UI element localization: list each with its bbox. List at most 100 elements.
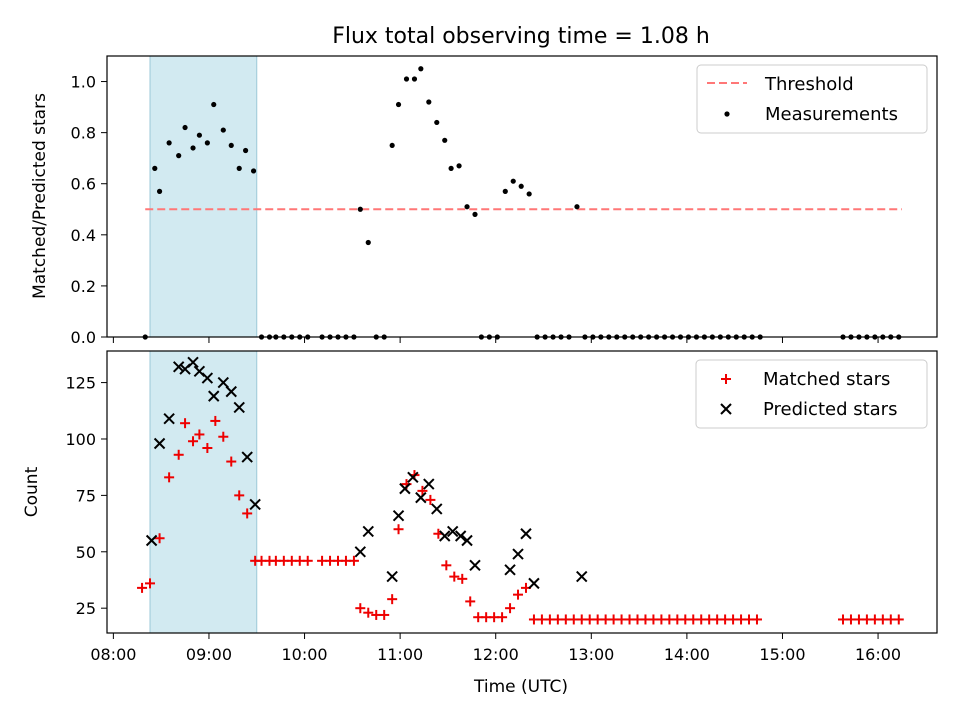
cross-marker-b xyxy=(504,564,516,576)
bottom-plot-frame xyxy=(106,350,938,634)
top-legend-box xyxy=(696,64,928,134)
cross-marker-b xyxy=(354,546,367,558)
predicted-star-point xyxy=(354,546,367,558)
cross-marker-b xyxy=(172,361,185,373)
matched-star-point xyxy=(355,603,366,614)
measurement-point xyxy=(434,119,440,126)
matched-star-point xyxy=(234,490,245,501)
measurement-point xyxy=(236,165,242,171)
cross-marker-b xyxy=(454,530,467,542)
measurement-point xyxy=(526,191,532,197)
cross-marker-b xyxy=(249,498,261,511)
measurement-point xyxy=(403,76,410,82)
bottom-y-tick-label: 100 xyxy=(65,430,96,449)
matched-star-point xyxy=(893,614,904,625)
bottom-x-axis: 08:00 09:00 10:00 11:00 12:00 13:00 14:00 15:00… xyxy=(90,633,901,664)
measurement-point xyxy=(152,165,158,171)
cross-marker-b xyxy=(512,548,524,560)
predicted-star-point xyxy=(153,437,166,450)
bottom-x-tick-label: 12:00 xyxy=(473,645,519,664)
top-plot-frame xyxy=(106,55,938,338)
predicted-star-point xyxy=(512,548,524,560)
cross-marker-b xyxy=(362,525,374,538)
matched-star-point xyxy=(449,571,460,582)
legend-predicted-label: Predicted stars xyxy=(763,399,897,420)
cross-marker-b xyxy=(386,570,398,583)
measurement-point xyxy=(250,168,257,174)
measurement-point xyxy=(510,178,516,184)
cross-marker-b xyxy=(153,437,166,450)
predicted-star-point xyxy=(172,361,185,373)
cross-marker-b xyxy=(241,451,253,463)
measurement-point xyxy=(182,124,188,131)
predicted-star-point xyxy=(576,570,588,583)
cross-marker-b xyxy=(431,503,443,515)
cross-marker-b xyxy=(423,478,435,490)
predicted-star-point xyxy=(520,528,532,540)
legend-measurements-label: Measurements xyxy=(765,104,898,125)
predicted-star-point xyxy=(528,577,540,590)
top-y-tick-label: 1.0 xyxy=(71,73,96,92)
matched-star-point xyxy=(145,578,156,589)
cross-marker-b xyxy=(528,577,540,590)
predicted-star-point xyxy=(431,503,443,515)
top-y-axis: 0.0 0.2 0.4 0.6 0.8 1.0 xyxy=(71,73,107,347)
matched-star-point xyxy=(441,560,452,571)
matched-star-point xyxy=(457,573,468,584)
cross-marker-b xyxy=(187,356,199,368)
measurement-point xyxy=(518,183,524,189)
cross-marker-b xyxy=(407,471,419,484)
cross-marker-b xyxy=(469,559,481,572)
measurement-point xyxy=(156,188,163,194)
bottom-x-tick-label: 15:00 xyxy=(759,645,805,664)
measurement-point xyxy=(176,153,182,159)
predicted-star-point xyxy=(439,530,451,542)
bottom-legend: Matched stars Predicted stars xyxy=(695,359,928,429)
measurement-point xyxy=(574,204,580,210)
predicted-star-point xyxy=(187,356,199,368)
matched-star-point xyxy=(425,494,436,505)
measurement-point xyxy=(464,204,470,210)
predicted-stars-layer xyxy=(145,356,588,590)
matched-star-point xyxy=(226,456,237,467)
matched-star-point xyxy=(751,614,762,625)
predicted-star-point xyxy=(145,534,158,547)
legend-matched-label: Matched stars xyxy=(763,369,890,390)
bottom-x-tick-label: 11:00 xyxy=(377,645,423,664)
matched-stars-layer xyxy=(137,415,904,625)
predicted-star-point xyxy=(201,372,214,384)
predicted-star-point xyxy=(454,530,467,542)
measurement-point xyxy=(426,99,432,105)
predicted-star-point xyxy=(386,570,398,583)
matched-star-point xyxy=(242,508,253,519)
legend-matched-swatch xyxy=(721,374,731,384)
predicted-star-point xyxy=(163,412,175,425)
matched-star-point xyxy=(164,472,175,483)
predicted-star-point xyxy=(469,559,481,572)
cross-marker-b xyxy=(233,401,245,414)
bottom-y-axis: 25 50 75 100 125 xyxy=(65,374,107,618)
measurement-point xyxy=(220,127,226,133)
predicted-star-point xyxy=(217,376,230,389)
predicted-star-point xyxy=(392,509,405,522)
top-legend: Threshold Measurements xyxy=(696,64,928,134)
matched-star-point xyxy=(218,431,229,442)
cross-marker-b xyxy=(145,534,158,547)
measurement-point xyxy=(448,165,454,171)
bottom-y-tick-label: 25 xyxy=(76,599,96,618)
measurement-point xyxy=(190,145,196,151)
measurement-point xyxy=(196,132,202,138)
cross-marker-b xyxy=(439,530,451,542)
predicted-star-point xyxy=(225,385,237,398)
matched-star-point xyxy=(387,594,398,605)
predicted-star-point xyxy=(446,525,459,538)
cross-marker-b xyxy=(520,528,532,540)
legend-measurements-swatch xyxy=(724,111,730,117)
measurement-point xyxy=(228,142,234,149)
x-axis-label: Time (UTC) xyxy=(473,677,568,697)
top-highlight-span xyxy=(149,55,258,338)
bottom-x-tick-label: 08:00 xyxy=(90,645,136,664)
chart-title: Flux total observing time = 1.08 h xyxy=(332,24,710,49)
matched-star-point xyxy=(210,415,221,426)
